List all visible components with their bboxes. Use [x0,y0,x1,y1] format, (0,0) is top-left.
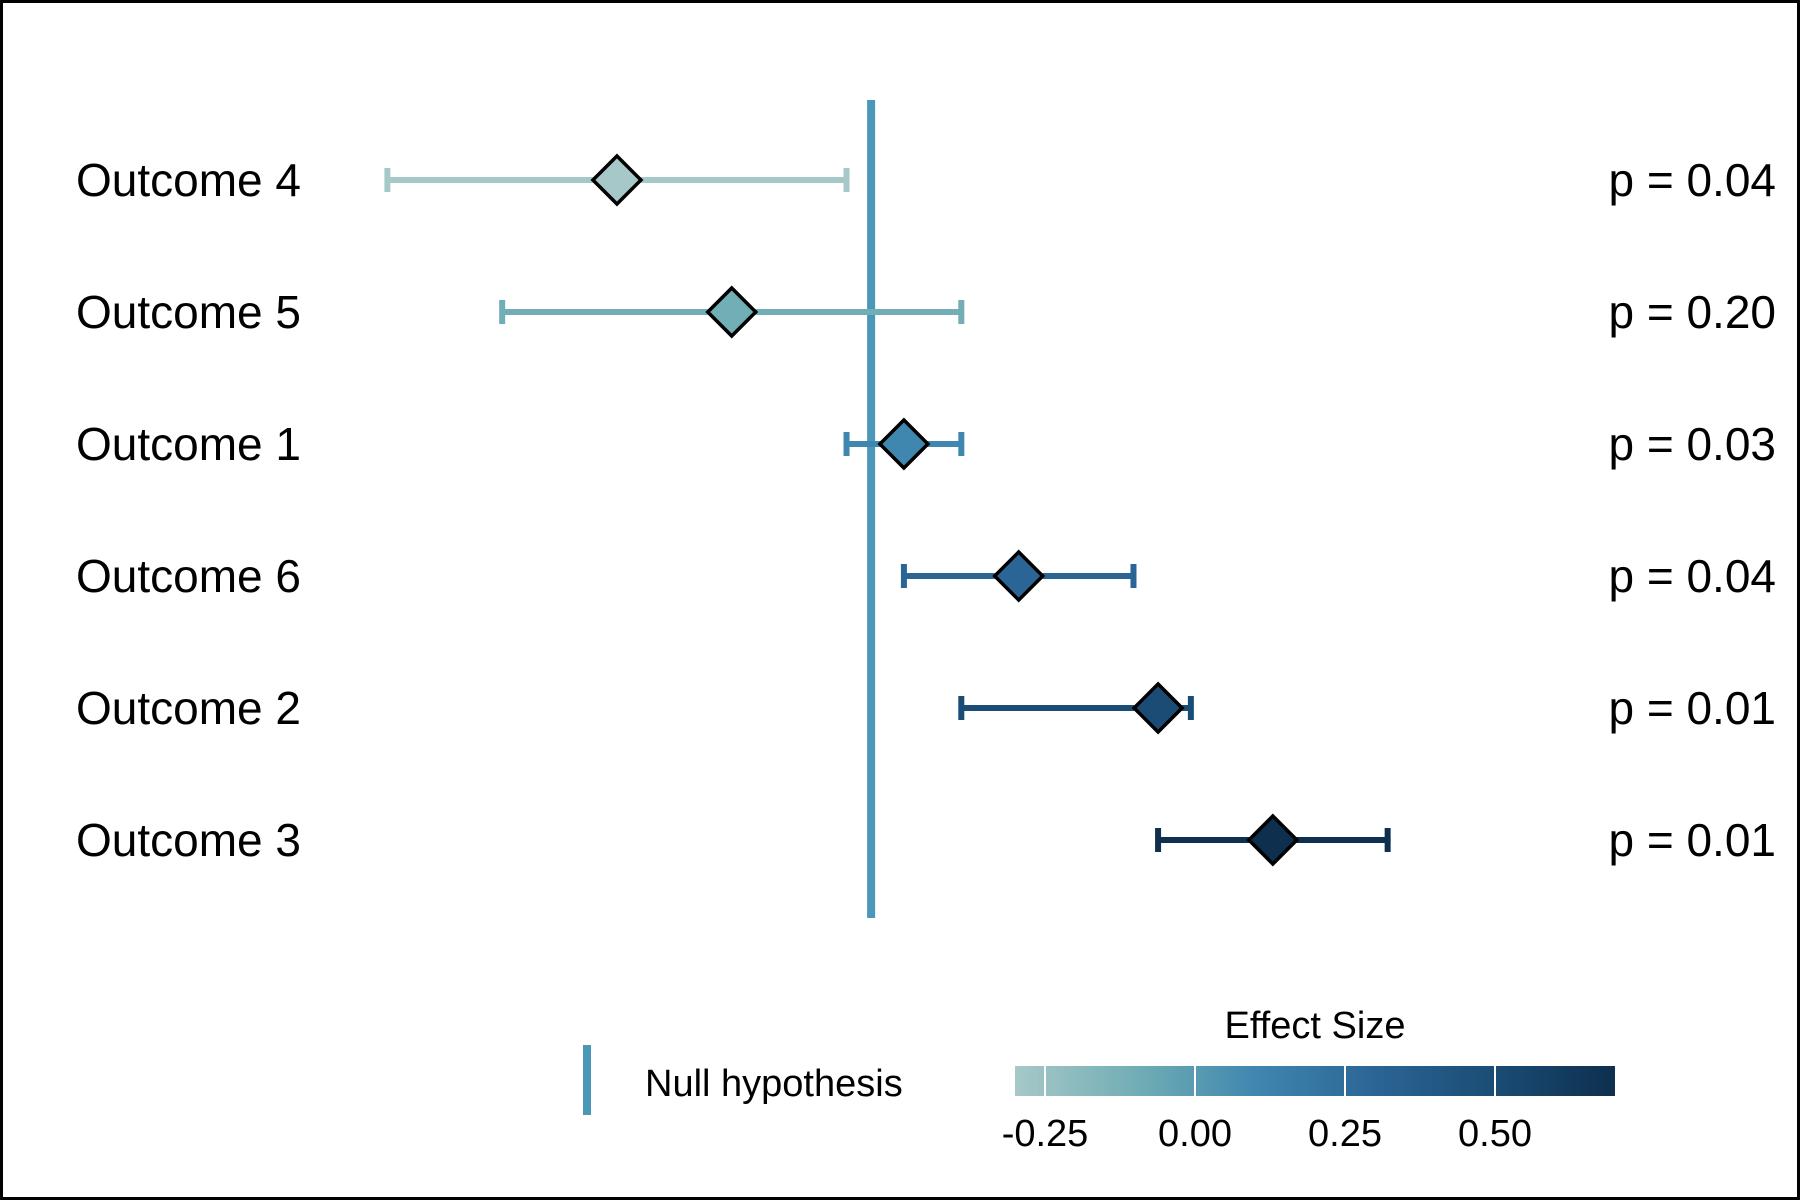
point-estimate-marker [705,285,759,339]
forest-row: Outcome 3 p = 0.01 [76,813,1776,867]
legend-null-label: Null hypothesis [645,1063,903,1105]
row-label: Outcome 4 [76,154,301,206]
p-value-label: p = 0.03 [1608,418,1776,470]
forest-row: Outcome 6 p = 0.04 [76,549,1776,603]
row-label: Outcome 3 [76,814,301,866]
row-label: Outcome 6 [76,550,301,602]
colorbar-tick-label: 0.25 [1308,1113,1382,1155]
p-value-label: p = 0.20 [1608,286,1776,338]
forest-row: Outcome 5 p = 0.20 [76,285,1776,339]
point-estimate-marker [1131,681,1185,735]
colorbar-tick-label: -0.25 [1002,1113,1089,1155]
colorbar-tick-label: 0.00 [1158,1113,1232,1155]
point-estimate-marker [590,153,644,207]
p-value-label: p = 0.01 [1608,682,1776,734]
point-estimate-marker [1246,813,1300,867]
colorbar-ticks: -0.25 0.00 0.25 0.50 [1002,1066,1532,1155]
colorbar-title: Effect Size [1225,1005,1406,1047]
row-label: Outcome 1 [76,418,301,470]
forest-row: Outcome 1 p = 0.03 [76,417,1776,471]
row-label: Outcome 2 [76,682,301,734]
row-label: Outcome 5 [76,286,301,338]
p-value-label: p = 0.01 [1608,814,1776,866]
point-estimate-marker [992,549,1046,603]
legend: Null hypothesis Effect Size -0.25 0.00 0.2… [583,1005,1615,1155]
colorbar [1015,1066,1615,1096]
point-estimate-marker [877,417,931,471]
forest-row: Outcome 4 p = 0.04 [76,153,1776,207]
colorbar-tick-label: 0.50 [1458,1113,1532,1155]
p-value-label: p = 0.04 [1608,154,1776,206]
forest-row: Outcome 2 p = 0.01 [76,681,1776,735]
p-value-label: p = 0.04 [1608,550,1776,602]
